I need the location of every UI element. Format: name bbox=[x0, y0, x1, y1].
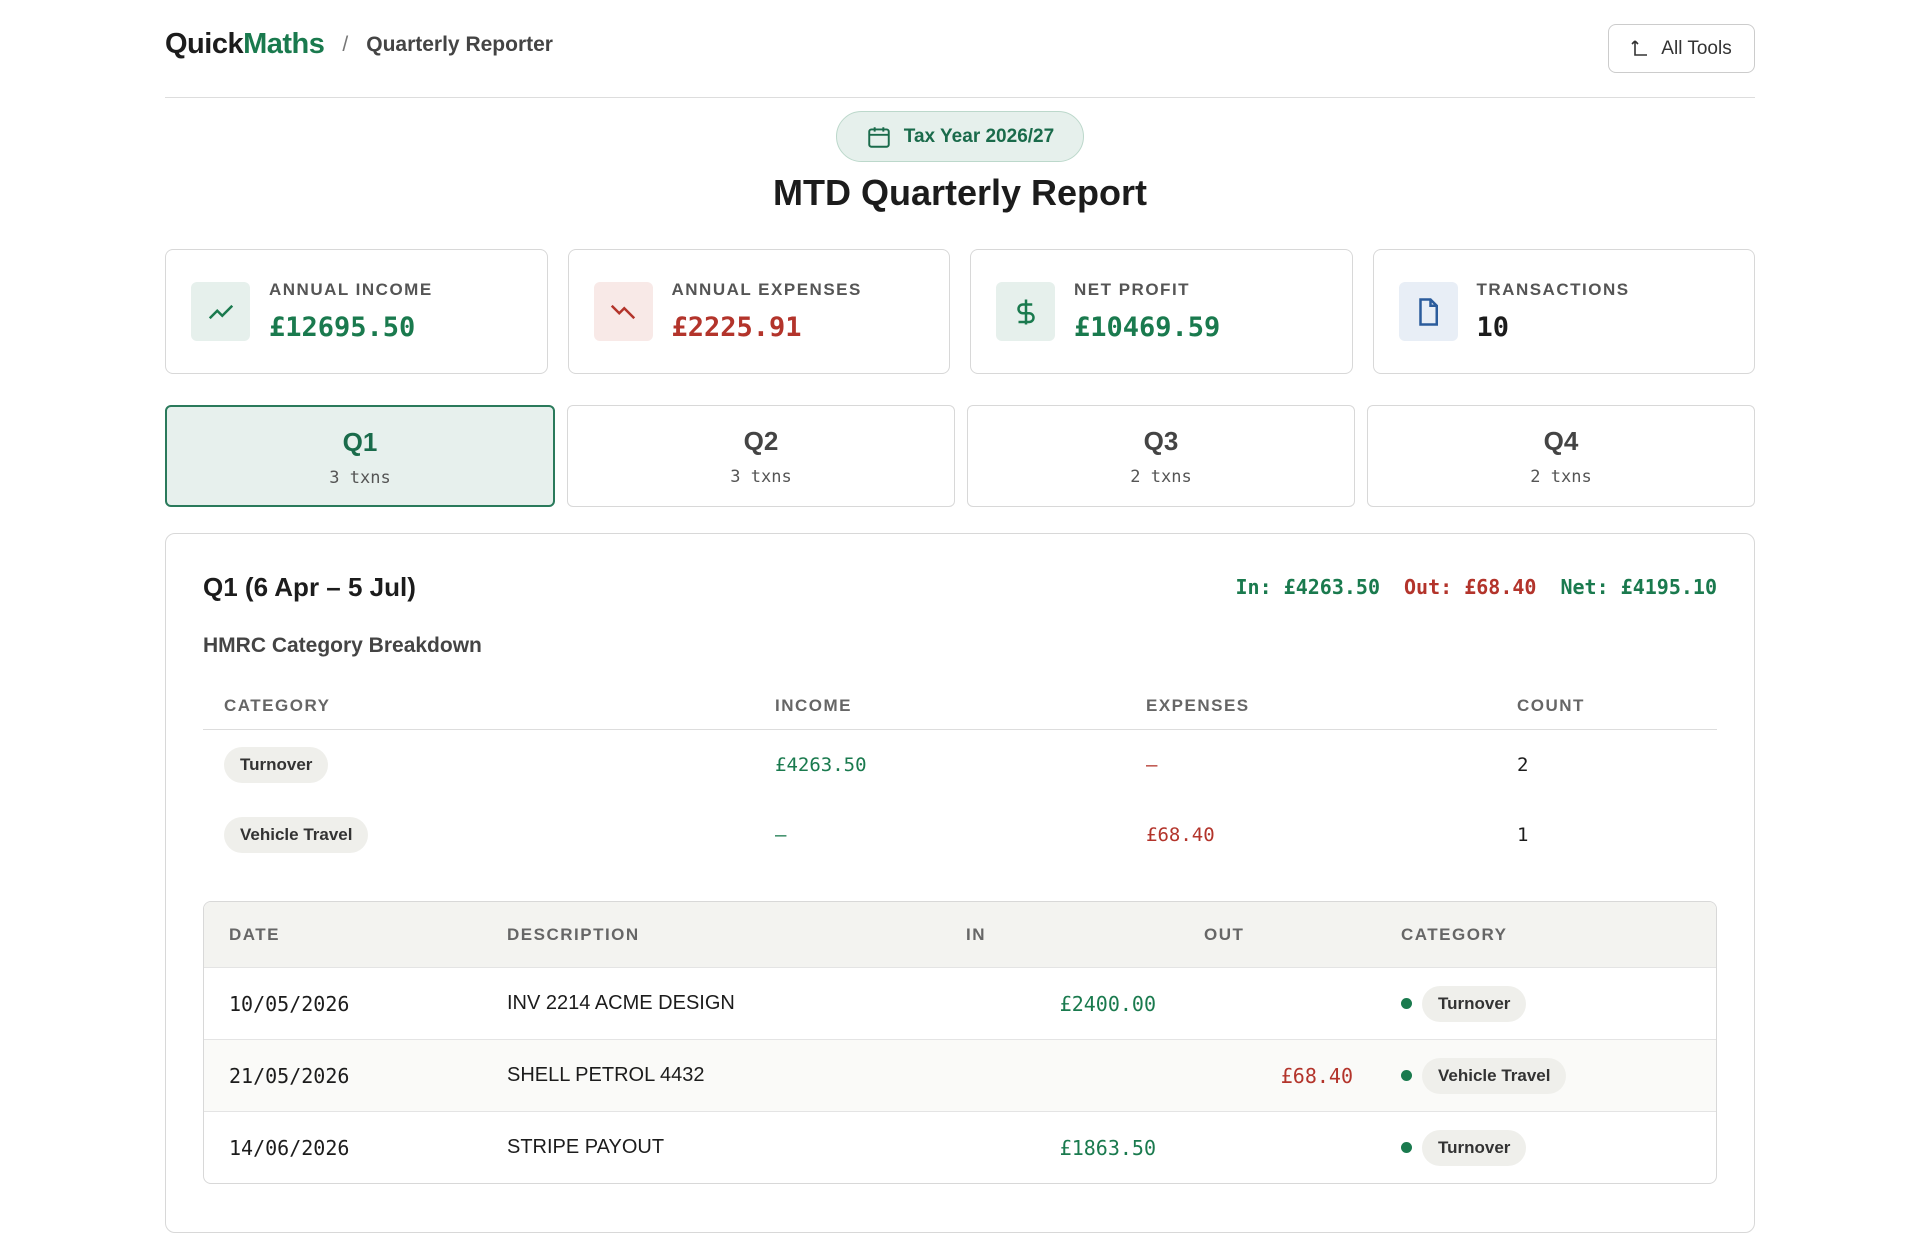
category-cell: Turnover bbox=[1376, 1129, 1716, 1166]
page-title: MTD Quarterly Report bbox=[772, 172, 1148, 213]
category-cell: Vehicle Travel bbox=[203, 817, 754, 853]
stat-value: £10469.59 bbox=[1074, 312, 1221, 343]
income-cell: £4263.50 bbox=[775, 754, 867, 776]
stat-label: ANNUAL INCOME bbox=[269, 280, 433, 299]
category-cell: Vehicle Travel bbox=[1376, 1057, 1716, 1094]
stat-label: TRANSACTIONS bbox=[1476, 280, 1630, 299]
expenses-cell: – bbox=[1146, 754, 1158, 776]
stat-value: £2225.91 bbox=[671, 312, 802, 343]
transaction-row: 14/06/2026 STRIPE PAYOUT £1863.50 Turnover bbox=[204, 1111, 1716, 1183]
stat-cards: ANNUAL INCOME £12695.50 ANNUAL EXPENSES £2… bbox=[165, 249, 1755, 374]
calendar-icon bbox=[868, 126, 890, 148]
quarter-name: Q4 bbox=[1543, 426, 1579, 456]
breadcrumb-separator: / bbox=[342, 32, 349, 56]
quarter-name: Q2 bbox=[743, 426, 779, 456]
quarter-count: 3 txns bbox=[329, 468, 391, 488]
column-header: DATE bbox=[229, 924, 281, 944]
brand[interactable]: QuickMaths bbox=[165, 28, 325, 61]
column-header: CATEGORY bbox=[1401, 924, 1508, 944]
quarter-tab[interactable]: Q4 2 txns bbox=[1367, 405, 1755, 507]
quarter-tab[interactable]: Q1 3 txns bbox=[165, 405, 555, 507]
category-dot bbox=[1401, 1069, 1412, 1081]
column-header: IN bbox=[966, 924, 986, 944]
transactions-header: DATE DESCRIPTION IN OUT CATEGORY bbox=[204, 902, 1716, 967]
quarter-tab[interactable]: Q2 3 txns bbox=[567, 405, 955, 507]
column-header: INCOME bbox=[775, 695, 852, 715]
column-header: DESCRIPTION bbox=[507, 924, 640, 944]
quarter-count: 2 txns bbox=[1130, 467, 1192, 487]
in-cell: £2400.00 bbox=[1059, 991, 1156, 1016]
date-cell: 10/05/2026 bbox=[229, 991, 350, 1016]
stat-card: ANNUAL EXPENSES £2225.91 bbox=[567, 249, 950, 374]
stat-value: £12695.50 bbox=[269, 312, 416, 343]
quarter-name: Q1 bbox=[342, 427, 378, 457]
quarter-tab[interactable]: Q3 2 txns bbox=[967, 405, 1355, 507]
transaction-row: 21/05/2026 SHELL PETROL 4432 £68.40 Vehicle… bbox=[204, 1039, 1716, 1111]
category-chip: Vehicle Travel bbox=[1422, 1057, 1567, 1094]
category-cell: Turnover bbox=[1376, 985, 1716, 1022]
tax-year-badge: Tax Year 2026/27 bbox=[836, 111, 1084, 162]
category-chip: Turnover bbox=[224, 747, 329, 783]
breakdown-header: CATEGORY INCOME EXPENSES COUNT bbox=[203, 682, 1717, 730]
stat-icon bbox=[191, 282, 250, 341]
date-cell: 14/06/2026 bbox=[229, 1135, 350, 1160]
stat-card: TRANSACTIONS 10 bbox=[1372, 249, 1755, 374]
quarter-count: 2 txns bbox=[1530, 467, 1592, 487]
transactions-table: DATE DESCRIPTION IN OUT CATEGORY 10/05/2026 IN… bbox=[203, 901, 1717, 1184]
category-chip: Vehicle Travel bbox=[224, 817, 369, 853]
header: QuickMaths / Quarterly Reporter All Tool… bbox=[165, 0, 1755, 98]
expenses-cell: £68.40 bbox=[1146, 824, 1215, 846]
transaction-row: 10/05/2026 INV 2214 ACME DESIGN £2400.00 Tu… bbox=[204, 967, 1716, 1039]
column-header: COUNT bbox=[1517, 695, 1585, 715]
stat-card: NET PROFIT £10469.59 bbox=[970, 249, 1353, 374]
category-chip: Turnover bbox=[1422, 985, 1527, 1022]
summary-net: Net: £4195.10 bbox=[1560, 575, 1717, 599]
column-header: OUT bbox=[1204, 924, 1245, 944]
count-cell: 1 bbox=[1517, 824, 1529, 846]
category-dot bbox=[1401, 1141, 1412, 1153]
stat-label: ANNUAL EXPENSES bbox=[671, 280, 862, 299]
column-header: EXPENSES bbox=[1146, 695, 1250, 715]
page-name: Quarterly Reporter bbox=[366, 32, 553, 56]
back-icon bbox=[1631, 39, 1648, 56]
count-cell: 2 bbox=[1517, 754, 1529, 776]
in-cell: £1863.50 bbox=[1059, 1135, 1156, 1160]
breakdown-table: CATEGORY INCOME EXPENSES COUNT Turnover £4263… bbox=[203, 682, 1717, 870]
breakdown-title: HMRC Category Breakdown bbox=[203, 634, 482, 657]
quarter-count: 3 txns bbox=[730, 467, 792, 487]
breakdown-row: Vehicle Travel – £68.40 1 bbox=[203, 800, 1717, 870]
description-cell: INV 2214 ACME DESIGN bbox=[507, 992, 735, 1014]
brand-b: Maths bbox=[243, 28, 325, 60]
summary-out: Out: £68.40 bbox=[1404, 575, 1537, 599]
category-cell: Turnover bbox=[203, 747, 754, 783]
stat-icon bbox=[1398, 282, 1458, 341]
quarter-name: Q3 bbox=[1143, 426, 1179, 456]
description-cell: STRIPE PAYOUT bbox=[507, 1136, 665, 1158]
stat-icon bbox=[593, 282, 653, 341]
stat-icon bbox=[996, 282, 1055, 341]
stat-card: ANNUAL INCOME £12695.50 bbox=[165, 249, 548, 374]
brand-a: Quick bbox=[165, 28, 244, 60]
out-cell: £68.40 bbox=[1280, 1063, 1353, 1088]
all-tools-button[interactable]: All Tools bbox=[1608, 24, 1755, 73]
button-label: All Tools bbox=[1661, 37, 1732, 59]
breakdown-row: Turnover £4263.50 – 2 bbox=[203, 730, 1717, 800]
stat-label: NET PROFIT bbox=[1074, 280, 1191, 299]
summary-in: In: £4263.50 bbox=[1235, 575, 1381, 599]
page: QuickMaths / Quarterly Reporter All Tool… bbox=[165, 0, 1755, 1233]
date-cell: 21/05/2026 bbox=[229, 1063, 350, 1088]
quarter-summary: In: £4263.50 Out: £68.40 Net: £4195.10 bbox=[1236, 575, 1718, 599]
quarter-tabs: Q1 3 txns Q2 3 txns Q3 2 txns Q4 2 txns bbox=[165, 405, 1755, 507]
income-cell: – bbox=[775, 824, 787, 846]
badge-text: Tax Year 2026/27 bbox=[903, 125, 1055, 147]
stat-value: 10 bbox=[1476, 312, 1510, 343]
description-cell: SHELL PETROL 4432 bbox=[507, 1064, 705, 1086]
quarter-panel: Q1 (6 Apr – 5 Jul) In: £4263.50 Out: £68.… bbox=[165, 533, 1755, 1233]
category-dot bbox=[1401, 997, 1412, 1009]
panel-title: Q1 (6 Apr – 5 Jul) bbox=[203, 572, 416, 602]
column-header: CATEGORY bbox=[224, 695, 331, 715]
category-chip: Turnover bbox=[1422, 1129, 1527, 1166]
